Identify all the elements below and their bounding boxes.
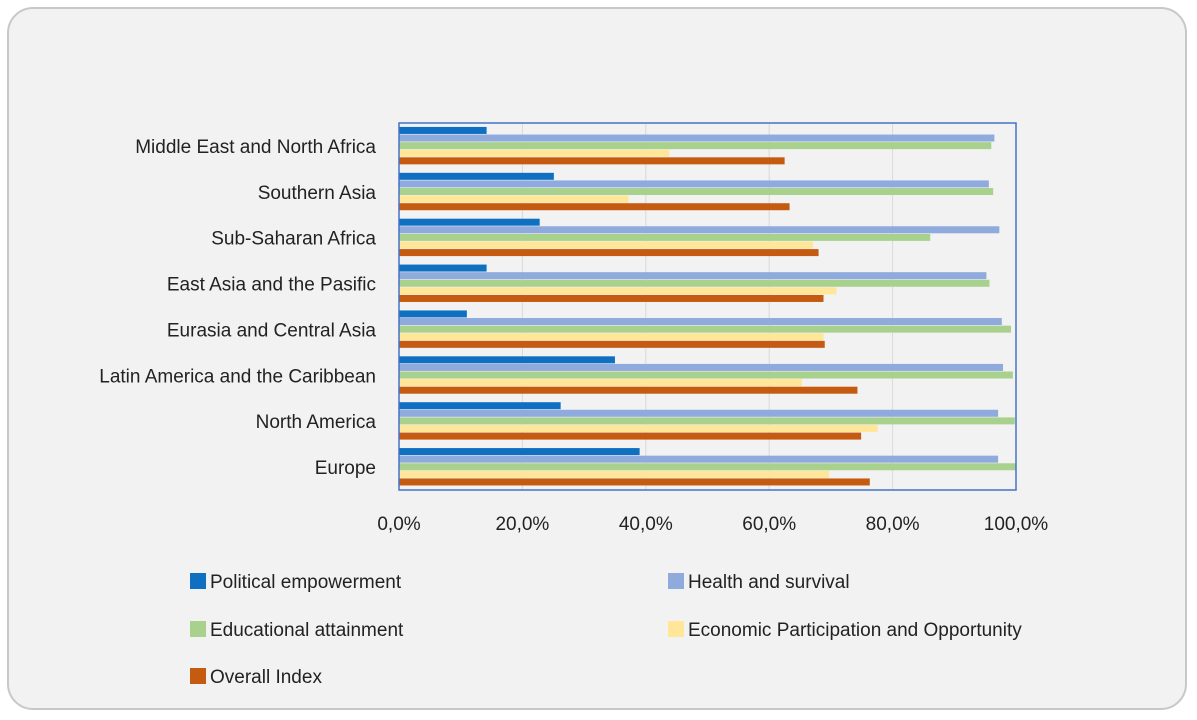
bar-economic-participation-and-opportunity <box>399 149 670 157</box>
bar-health-and-survival <box>399 134 995 142</box>
bar-educational-attainment <box>399 463 1016 471</box>
bar-health-and-survival <box>399 272 987 280</box>
legend-swatch <box>190 621 206 637</box>
bar-economic-participation-and-opportunity <box>399 424 878 432</box>
bar-overall-index <box>399 294 824 302</box>
bar-economic-participation-and-opportunity <box>399 195 629 203</box>
bar-overall-index <box>399 157 785 165</box>
legend-swatch <box>190 573 206 589</box>
bar-health-and-survival <box>399 180 989 188</box>
bar-overall-index <box>399 478 870 486</box>
bar-political-empowerment <box>399 310 467 318</box>
legend-item: Economic Participation and Opportunity <box>668 620 1022 641</box>
category-label: North America <box>256 412 377 433</box>
bar-economic-participation-and-opportunity <box>399 379 802 387</box>
category-label: East Asia and the Pasific <box>167 275 376 296</box>
bar-educational-attainment <box>399 188 994 196</box>
bar-economic-participation-and-opportunity <box>399 333 824 341</box>
legend-label: Economic Participation and Opportunity <box>688 620 1022 641</box>
bar-political-empowerment <box>399 448 640 456</box>
legend-item: Political empowerment <box>190 572 402 593</box>
x-tick-label: 0,0% <box>377 514 420 535</box>
legend: Political empowerment Health and survival… <box>190 572 1022 688</box>
bar-political-empowerment <box>399 264 487 272</box>
bar-political-empowerment <box>399 126 487 134</box>
x-tick-label: 100,0% <box>984 514 1049 535</box>
legend-item: Health and survival <box>668 572 850 593</box>
x-tick-label: 20,0% <box>495 514 549 535</box>
bar-educational-attainment <box>399 325 1012 333</box>
bar-educational-attainment <box>399 417 1015 425</box>
bar-overall-index <box>399 432 862 440</box>
plot-border <box>398 122 1017 491</box>
bar-educational-attainment <box>399 371 1013 379</box>
x-tick-label: 80,0% <box>866 514 920 535</box>
category-label: Europe <box>315 458 376 479</box>
legend-item: Educational attainment <box>190 620 404 641</box>
bar-health-and-survival <box>399 226 1000 234</box>
bar-health-and-survival <box>399 455 999 463</box>
bar-educational-attainment <box>399 279 990 287</box>
legend-swatch <box>190 668 206 684</box>
bar-economic-participation-and-opportunity <box>399 287 837 295</box>
bar-overall-index <box>399 249 819 257</box>
bars <box>399 126 1016 486</box>
legend-label: Overall Index <box>210 667 322 688</box>
bar-health-and-survival <box>399 318 1002 326</box>
category-label: Sub-Saharan Africa <box>211 229 376 250</box>
legend-swatch <box>668 621 684 637</box>
category-label: Middle East and North Africa <box>135 137 376 158</box>
bar-political-empowerment <box>399 172 554 180</box>
bar-overall-index <box>399 386 858 394</box>
bar-political-empowerment <box>399 218 540 226</box>
category-label: Eurasia and Central Asia <box>167 320 377 341</box>
bar-overall-index <box>399 203 790 211</box>
value-axis-labels: 0,0% 20,0% 40,0% 60,0% 80,0% 100,0% <box>377 514 1048 535</box>
legend-swatch <box>668 573 684 589</box>
bar-health-and-survival <box>399 409 999 417</box>
category-label: Latin America and the Caribbean <box>99 366 376 387</box>
category-label: Southern Asia <box>258 183 377 204</box>
x-tick-label: 60,0% <box>742 514 796 535</box>
category-axis-labels: Middle East and North Africa Southern Asi… <box>99 137 376 479</box>
x-tick-label: 40,0% <box>619 514 673 535</box>
bar-educational-attainment <box>399 233 931 241</box>
bar-economic-participation-and-opportunity <box>399 470 830 478</box>
bar-educational-attainment <box>399 142 992 150</box>
legend-item: Overall Index <box>190 667 322 688</box>
bar-health-and-survival <box>399 363 1004 371</box>
bar-economic-participation-and-opportunity <box>399 241 814 249</box>
bar-overall-index <box>399 340 825 348</box>
legend-label: Political empowerment <box>210 572 402 593</box>
bar-political-empowerment <box>399 402 561 410</box>
bar-political-empowerment <box>399 356 615 364</box>
legend-label: Health and survival <box>688 572 850 593</box>
legend-label: Educational attainment <box>210 620 404 641</box>
